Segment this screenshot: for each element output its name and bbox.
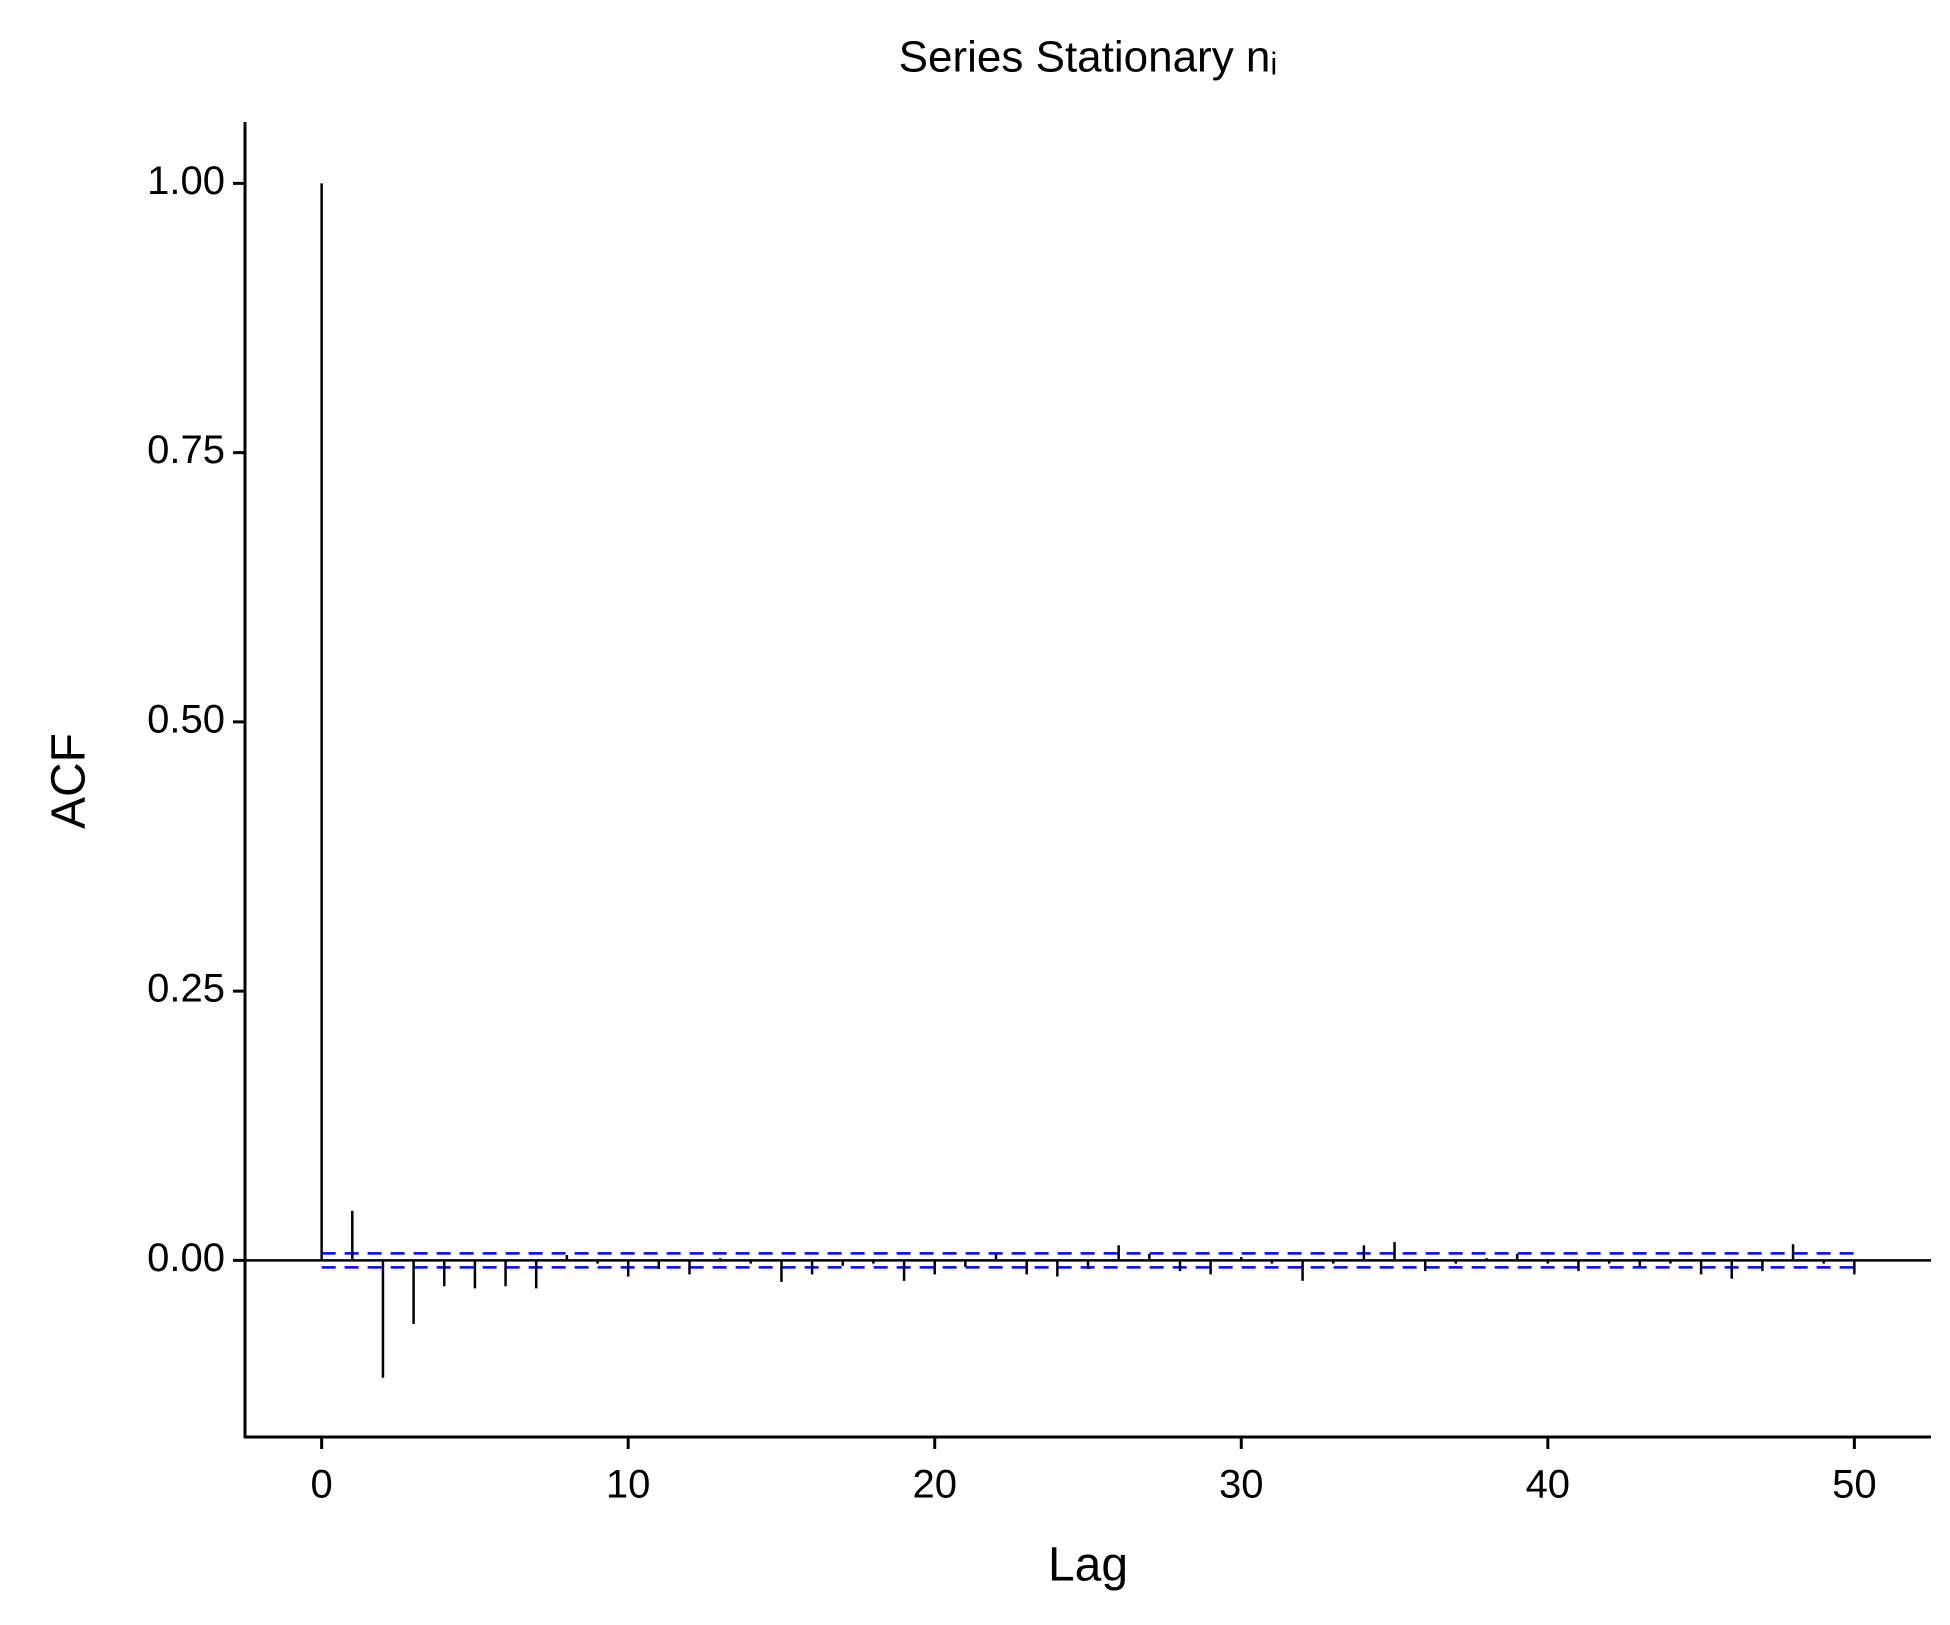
chart-title: Series Stationary nᵢ — [899, 33, 1278, 82]
y-tick-label: 0.00 — [147, 1236, 225, 1280]
x-tick-label: 20 — [912, 1463, 957, 1507]
x-tick-label: 10 — [606, 1463, 651, 1507]
y-tick-label: 0.75 — [147, 428, 225, 472]
y-axis-label: ACF — [43, 733, 96, 829]
x-tick-label: 50 — [1832, 1463, 1877, 1507]
x-tick-label: 30 — [1219, 1463, 1264, 1507]
y-tick-label: 0.50 — [147, 697, 225, 741]
x-tick-label: 0 — [311, 1463, 333, 1507]
y-tick-label: 0.25 — [147, 967, 225, 1011]
x-axis-label: Lag — [1048, 1539, 1128, 1592]
y-tick-label: 1.00 — [147, 159, 225, 203]
x-tick-label: 40 — [1526, 1463, 1571, 1507]
